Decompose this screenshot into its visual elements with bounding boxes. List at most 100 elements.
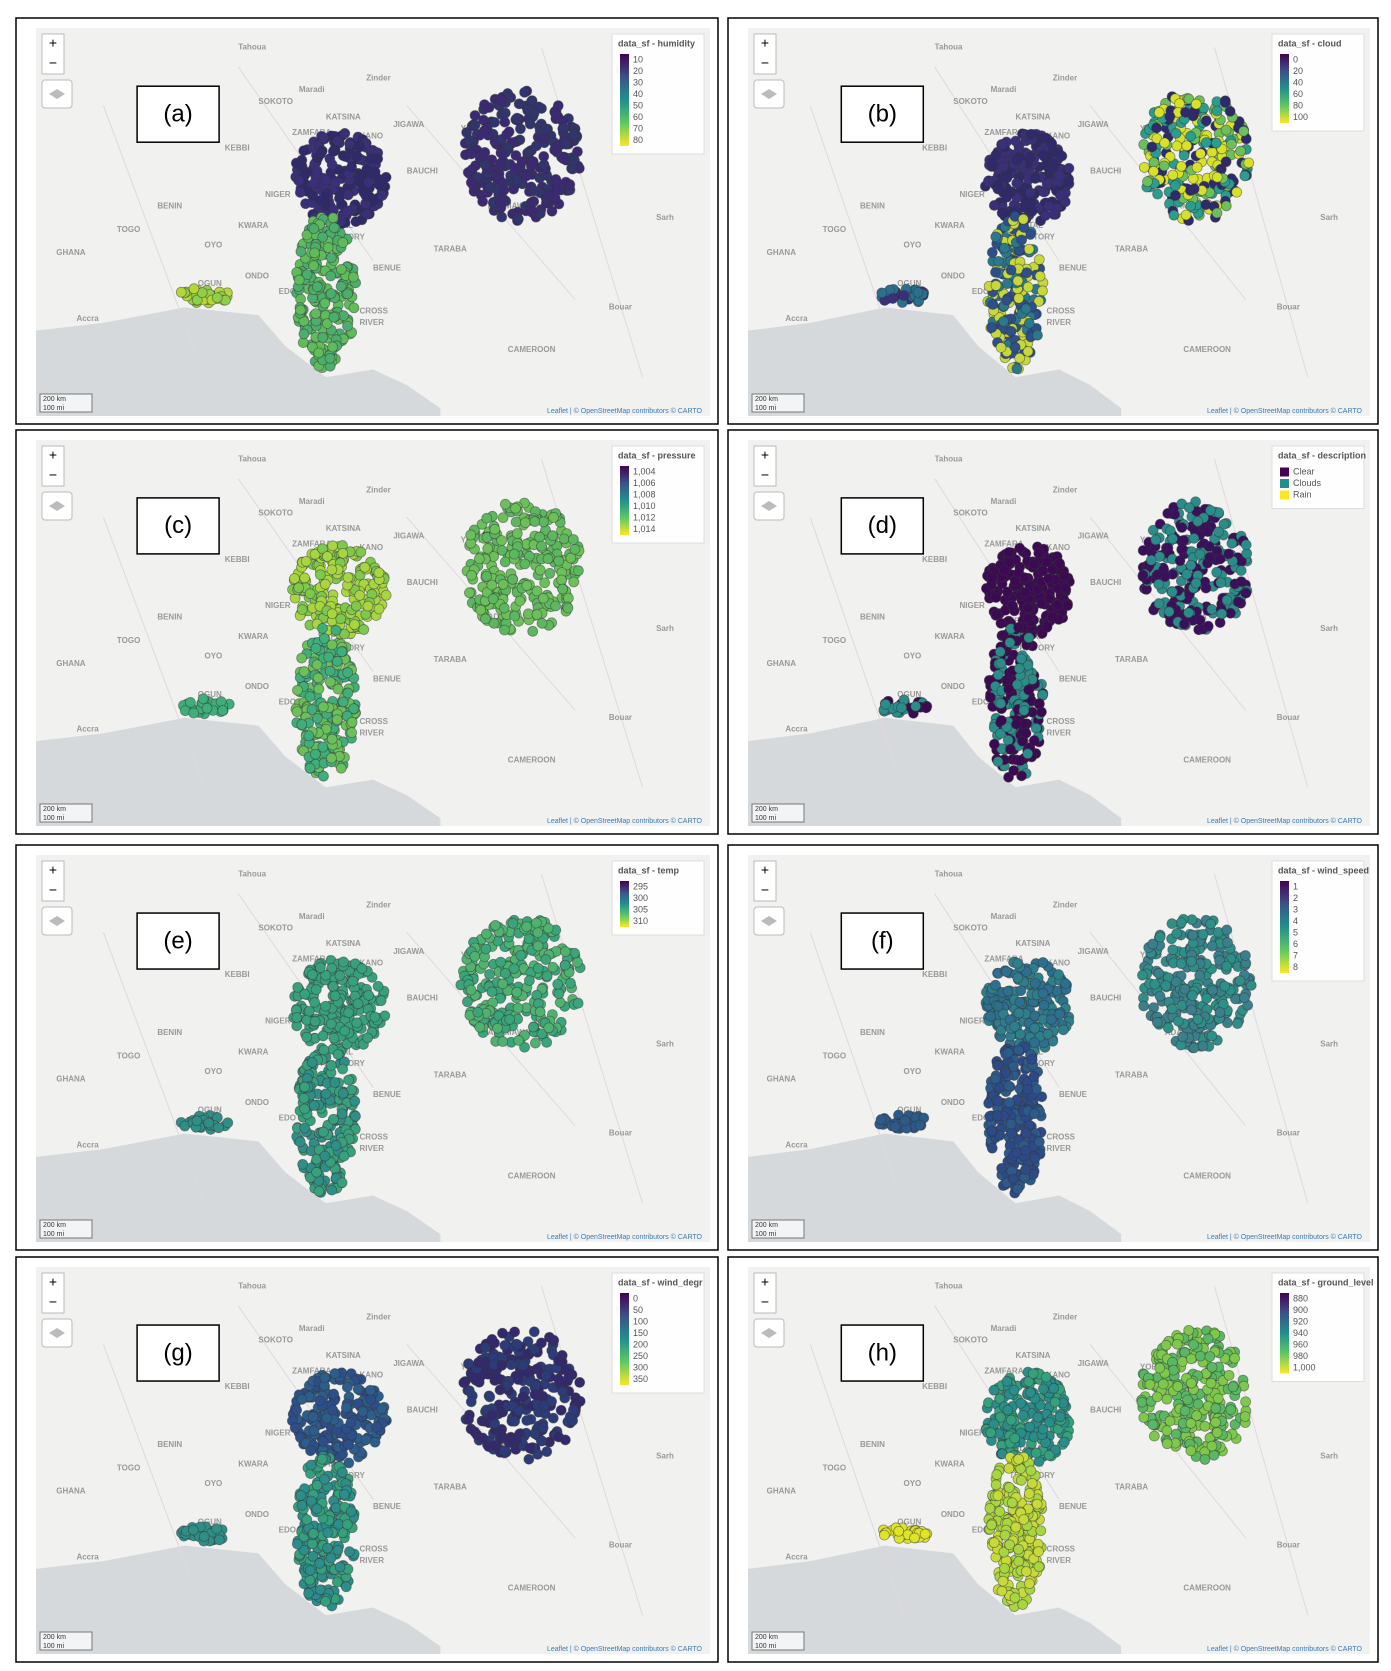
place-label: ONDO: [245, 682, 269, 691]
station-point: [346, 716, 358, 728]
place-label: KWARA: [935, 632, 965, 641]
station-point: [521, 1415, 533, 1426]
station-point: [353, 171, 365, 183]
scale-km: 200 km: [755, 806, 778, 813]
station-point: [912, 286, 924, 298]
station-point: [1183, 502, 1195, 513]
zoom-in[interactable]: +: [49, 35, 57, 51]
station-point: [318, 132, 329, 144]
station-point: [466, 569, 477, 581]
station-point: [1240, 950, 1251, 961]
station-point: [463, 134, 475, 146]
station-point: [531, 609, 543, 620]
station-point: [352, 998, 364, 1010]
station-point: [465, 148, 477, 160]
station-point: [327, 341, 339, 353]
station-point: [1239, 992, 1250, 1004]
zoom-in[interactable]: +: [49, 862, 57, 878]
station-point: [1024, 151, 1036, 163]
station-point: [560, 138, 572, 150]
station-point: [1024, 198, 1036, 210]
station-point: [990, 979, 1001, 991]
station-point: [495, 956, 507, 968]
station-point: [481, 928, 492, 940]
place-label: BENUE: [1059, 264, 1088, 273]
place-label: ONDO: [245, 1510, 269, 1519]
legend-label: 7: [1293, 950, 1298, 960]
station-point: [327, 540, 339, 552]
station-point: [1026, 1053, 1038, 1065]
station-point: [560, 946, 571, 957]
zoom-out[interactable]: −: [761, 55, 769, 71]
map: TahouaMaradiZinderSOKOTOKATSINAZAMFARAJI…: [36, 855, 710, 1242]
station-point: [1200, 582, 1212, 594]
zoom-in[interactable]: +: [49, 447, 57, 463]
station-point: [1013, 1007, 1025, 1019]
station-point: [538, 132, 550, 144]
place-label: CAMEROON: [1183, 755, 1231, 764]
station-point: [1022, 1083, 1033, 1095]
place-label: KATSINA: [326, 1351, 361, 1360]
attribution: Leaflet | © OpenStreetMap contributors ©…: [547, 1233, 703, 1241]
map-panel: TahouaMaradiZinderSOKOTOKATSINAZAMFARAJI…: [15, 429, 719, 835]
scale-bar: [39, 1219, 93, 1239]
station-point: [999, 242, 1010, 254]
station-point: [315, 148, 327, 160]
station-point: [1058, 570, 1070, 582]
station-point: [569, 543, 581, 555]
station-point: [1005, 1118, 1017, 1130]
station-point: [487, 593, 499, 605]
station-point: [511, 986, 523, 998]
station-point: [507, 917, 519, 929]
station-point: [309, 996, 320, 1008]
place-label: Zinder: [366, 74, 390, 83]
zoom-in[interactable]: +: [761, 862, 769, 878]
legend-label: 50: [633, 100, 643, 110]
place-label: SOKOTO: [258, 508, 293, 517]
station-point: [1021, 267, 1033, 279]
place-label: BENIN: [157, 613, 182, 622]
station-point: [510, 150, 522, 161]
station-point: [542, 922, 554, 934]
zoom-out[interactable]: −: [49, 882, 57, 898]
place-label: ADAMAWA: [488, 1028, 530, 1037]
station-point: [310, 984, 322, 995]
station-point: [317, 622, 328, 634]
station-point: [1222, 937, 1233, 948]
station-point: [986, 1142, 998, 1154]
station-point: [1224, 105, 1236, 117]
place-label: NIGER: [959, 190, 985, 199]
place-label: OGUN: [897, 690, 921, 699]
station-point: [318, 633, 330, 644]
panel-label-box: [840, 912, 925, 970]
station-point: [1238, 125, 1250, 137]
station-point: [197, 693, 209, 705]
station-point: [875, 1114, 887, 1125]
station-point: [319, 578, 331, 590]
station-point: [1166, 918, 1178, 930]
scale-bar: [39, 803, 93, 823]
zoom-out[interactable]: −: [761, 467, 769, 483]
station-point: [354, 141, 365, 153]
station-point: [324, 352, 336, 364]
map-panel: TahouaMaradiZinderSOKOTOKATSINAZAMFARAJI…: [727, 17, 1379, 425]
place-label: ZAMFARA: [292, 128, 331, 137]
zoom-in[interactable]: +: [761, 35, 769, 51]
place-label: TOGO: [823, 636, 846, 645]
station-point: [996, 1162, 1008, 1174]
zoom-out[interactable]: −: [761, 882, 769, 898]
place-label: KWARA: [238, 221, 268, 230]
zoom-in[interactable]: +: [761, 447, 769, 463]
station-point: [568, 129, 580, 141]
zoom-out[interactable]: −: [49, 467, 57, 483]
place-label: KATSINA: [1015, 524, 1050, 533]
station-point: [307, 189, 318, 201]
station-point: [1001, 172, 1013, 184]
station-point: [335, 280, 347, 292]
station-point: [1142, 176, 1153, 188]
station-point: [1022, 612, 1034, 624]
zoom-out[interactable]: −: [49, 55, 57, 71]
legend-label: 1,004: [633, 466, 656, 476]
station-point: [559, 1434, 571, 1446]
